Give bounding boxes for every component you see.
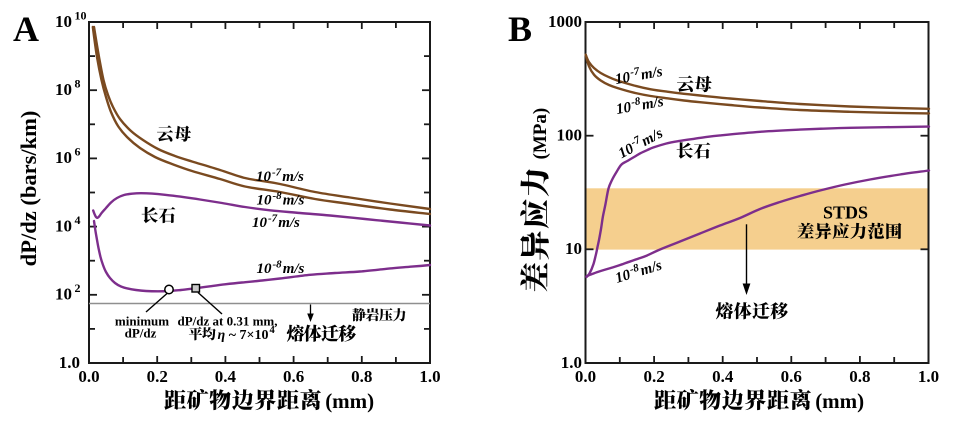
svg-text:10: 10 <box>257 193 273 209</box>
svg-text:10: 10 <box>75 8 87 22</box>
svg-text:1.0: 1.0 <box>561 353 582 372</box>
svg-text:0.6: 0.6 <box>781 367 802 386</box>
svg-text:0.2: 0.2 <box>147 367 168 386</box>
svg-text:1.0: 1.0 <box>59 353 80 372</box>
svg-text:10: 10 <box>252 215 268 231</box>
svg-text:dP/dz: dP/dz <box>125 326 157 341</box>
svg-text:0.4: 0.4 <box>215 367 237 386</box>
svg-text:6: 6 <box>75 145 81 159</box>
svg-text:η ~ 7×10: η ~ 7×10 <box>218 328 269 343</box>
svg-text:10: 10 <box>613 267 633 287</box>
svg-text:1000: 1000 <box>548 12 582 31</box>
svg-text:10: 10 <box>55 148 72 167</box>
svg-text:(MPa): (MPa) <box>530 108 551 160</box>
svg-text:minimum: minimum <box>115 314 169 329</box>
svg-text:0.4: 0.4 <box>712 367 734 386</box>
svg-text:m/s: m/s <box>640 64 664 84</box>
svg-text:10: 10 <box>257 261 273 277</box>
svg-text:-7: -7 <box>268 213 278 225</box>
svg-text:A: A <box>13 9 39 49</box>
svg-text:4: 4 <box>270 325 276 336</box>
svg-text:-8: -8 <box>628 262 641 276</box>
svg-text:-7: -7 <box>272 167 282 179</box>
svg-text:4: 4 <box>75 213 81 227</box>
svg-text:1.0: 1.0 <box>918 367 939 386</box>
svg-text:0.8: 0.8 <box>351 367 372 386</box>
svg-text:0.6: 0.6 <box>283 367 304 386</box>
svg-text:m/s: m/s <box>283 261 305 277</box>
svg-text:m/s: m/s <box>641 94 665 114</box>
svg-text:100: 100 <box>557 126 583 145</box>
svg-text:1.0: 1.0 <box>419 367 440 386</box>
svg-text:10: 10 <box>55 216 72 235</box>
svg-text:0.0: 0.0 <box>575 367 596 386</box>
svg-text:2: 2 <box>75 281 81 295</box>
svg-text:B: B <box>508 9 532 49</box>
svg-text:-8: -8 <box>273 259 283 271</box>
svg-text:10: 10 <box>55 80 72 99</box>
svg-text:10: 10 <box>615 99 633 117</box>
svg-text:STDS: STDS <box>823 203 868 223</box>
svg-text:8: 8 <box>75 77 81 91</box>
svg-text:m/s: m/s <box>282 169 304 185</box>
svg-text:10: 10 <box>565 239 582 258</box>
svg-text:m/s: m/s <box>278 215 300 231</box>
svg-text:dP/dz (bars/km): dP/dz (bars/km) <box>16 111 41 267</box>
svg-text:(mm): (mm) <box>325 389 374 413</box>
svg-text:dP/dz at 0.31 mm,: dP/dz at 0.31 mm, <box>177 314 277 329</box>
svg-text:0.0: 0.0 <box>78 367 99 386</box>
svg-text:m/s: m/s <box>283 193 305 209</box>
svg-text:-7: -7 <box>629 65 641 78</box>
svg-text:-8: -8 <box>273 190 283 202</box>
svg-text:m/s: m/s <box>639 257 665 279</box>
svg-text:10: 10 <box>616 141 637 162</box>
svg-text:10: 10 <box>55 285 72 304</box>
svg-text:-8: -8 <box>630 95 642 108</box>
svg-text:(mm): (mm) <box>815 389 864 413</box>
svg-text:0.2: 0.2 <box>643 367 664 386</box>
svg-text:10: 10 <box>614 69 632 87</box>
svg-text:10: 10 <box>256 169 272 185</box>
svg-text:0.8: 0.8 <box>849 367 870 386</box>
svg-text:10: 10 <box>55 12 72 31</box>
